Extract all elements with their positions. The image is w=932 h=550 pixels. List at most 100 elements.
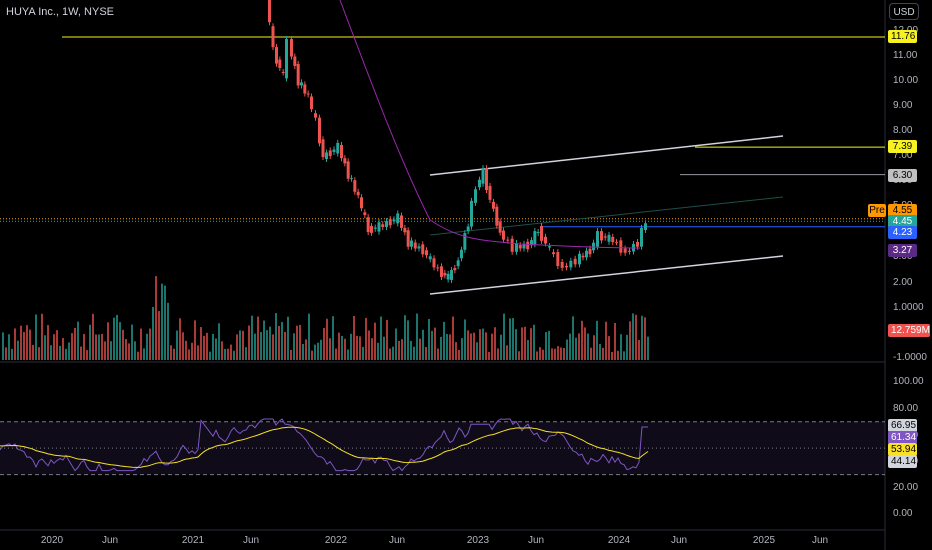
volume-bar	[488, 351, 490, 360]
volume-bar	[8, 334, 10, 360]
rsi-tag-value: 61.34	[888, 431, 917, 444]
volume-bar	[116, 314, 118, 360]
volume-bar	[251, 315, 253, 360]
candle-body	[495, 206, 499, 226]
candle-body	[306, 93, 310, 95]
volume-bar	[248, 325, 250, 360]
candle-body	[293, 56, 297, 66]
candle-body	[548, 246, 551, 248]
candle-body	[425, 250, 428, 256]
volume-bar	[308, 313, 310, 360]
volume-bar	[140, 328, 142, 360]
volume-bar	[185, 340, 187, 360]
currency-button[interactable]: USD	[889, 3, 919, 20]
candle-body	[488, 185, 492, 200]
volume-bar	[641, 315, 643, 360]
volume-bar	[50, 345, 52, 360]
volume-bar	[272, 334, 274, 360]
candle-body	[275, 47, 278, 64]
volume-bar	[203, 335, 205, 360]
volume-bar	[131, 324, 133, 360]
volume-bar	[65, 348, 67, 360]
volume-bar	[563, 347, 565, 360]
volume-bar	[350, 333, 352, 360]
candle-body	[536, 232, 540, 234]
candle-body	[310, 96, 313, 110]
volume-bar	[560, 347, 562, 360]
candle-body	[596, 231, 599, 247]
volume-bar	[275, 313, 277, 360]
volume-bar	[68, 342, 70, 360]
volume-bar	[233, 350, 235, 360]
volume-bar	[533, 324, 535, 360]
time-axis-label: Jun	[527, 535, 545, 546]
candle-body	[356, 191, 360, 196]
candle-body	[325, 152, 328, 160]
candle-body	[565, 265, 568, 268]
volume-bar	[485, 332, 487, 360]
rsi-ma-tag: 53.94	[888, 443, 917, 456]
volume-bar	[218, 323, 220, 360]
volume-bar	[260, 332, 262, 360]
candle-body	[403, 227, 407, 233]
volume-bar	[548, 330, 550, 360]
volume-bar	[371, 338, 373, 360]
time-axis-label: 2021	[181, 535, 205, 546]
volume-bar	[197, 345, 199, 360]
rsi-axis-tick: 100.00	[893, 376, 924, 387]
candle-body	[603, 236, 607, 238]
candle-body	[463, 233, 467, 250]
volume-bar	[500, 334, 502, 360]
candle-body	[552, 252, 555, 255]
candle-body	[540, 226, 543, 241]
volume-bar	[404, 315, 406, 360]
volume-bar	[71, 333, 73, 360]
volume-bar	[452, 316, 454, 360]
volume-bar	[473, 332, 475, 360]
volume-bar	[80, 346, 82, 360]
candle-body	[456, 260, 460, 267]
volume-bar	[572, 316, 574, 360]
candle-body	[623, 248, 627, 253]
candle-body	[428, 256, 432, 260]
volume-bar	[431, 330, 433, 360]
volume-bar	[353, 315, 355, 360]
volume-bar	[338, 332, 340, 360]
price-tag-6-30: 6.30	[888, 169, 917, 182]
candle-body	[530, 240, 533, 246]
volume-bar	[161, 283, 163, 360]
volume-bar	[290, 349, 292, 360]
volume-bar	[206, 332, 208, 360]
time-axis-label: Jun	[388, 535, 406, 546]
volume-bar	[152, 306, 154, 360]
time-axis-label: 2024	[607, 535, 631, 546]
symbol-title[interactable]: HUYA Inc., 1W, NYSE	[6, 6, 114, 18]
volume-bar	[347, 349, 349, 360]
volume-bar	[314, 344, 316, 360]
volume-bar	[242, 330, 244, 360]
pre-market-price-tag: 4.55	[888, 204, 917, 217]
candle-body	[321, 139, 325, 157]
volume-bar	[188, 349, 190, 360]
candle-body	[392, 219, 396, 222]
candle-body	[373, 227, 377, 229]
volume-bar	[311, 350, 313, 360]
volume-bar	[266, 330, 268, 360]
candle-body	[573, 258, 577, 265]
candle-body	[443, 272, 447, 276]
volume-bar	[509, 318, 511, 360]
volume-bar	[428, 318, 430, 360]
candle-body	[478, 179, 481, 188]
candle-body	[640, 227, 643, 247]
volume-bar	[461, 338, 463, 360]
candle-body	[318, 117, 321, 144]
candle-body	[560, 262, 564, 268]
volume-bar	[458, 349, 460, 360]
volume-bar	[644, 317, 646, 360]
candle-body	[336, 142, 340, 154]
volume-bar	[341, 335, 343, 360]
candle-body	[366, 217, 370, 233]
volume-bar	[245, 347, 247, 360]
volume-bar	[392, 346, 394, 360]
